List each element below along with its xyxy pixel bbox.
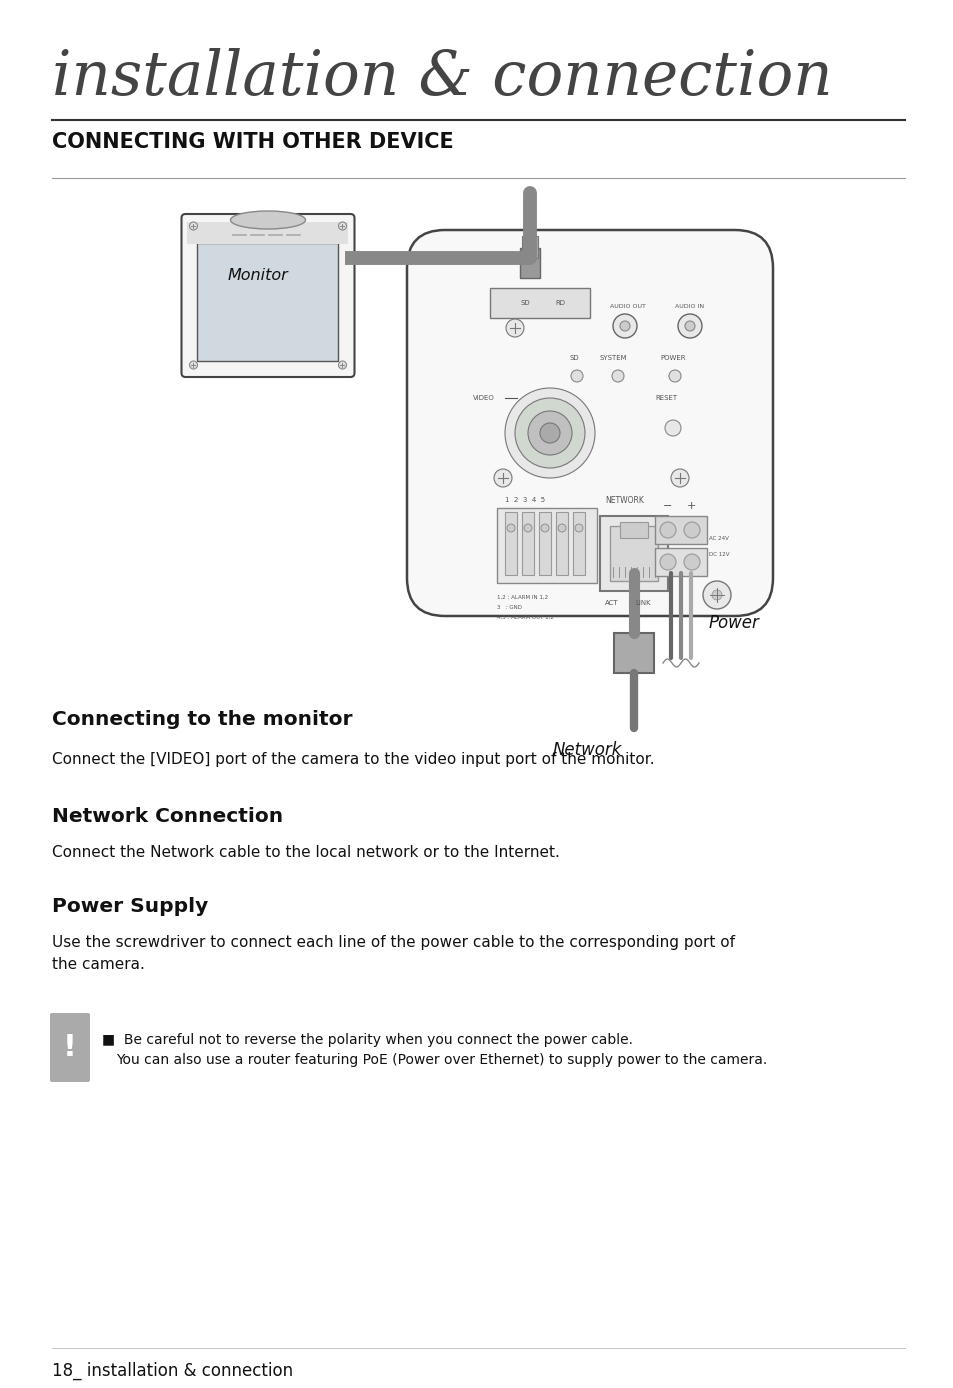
Bar <box>497 508 597 583</box>
Text: VIDEO: VIDEO <box>473 396 495 401</box>
Text: !: ! <box>63 1033 77 1062</box>
Circle shape <box>558 525 565 532</box>
Text: CONNECTING WITH OTHER DEVICE: CONNECTING WITH OTHER DEVICE <box>52 132 454 153</box>
Bar <box>573 512 584 575</box>
Circle shape <box>190 222 197 230</box>
Circle shape <box>338 361 346 369</box>
Bar <box>609 526 658 582</box>
Bar <box>197 243 338 361</box>
Circle shape <box>612 371 623 382</box>
Circle shape <box>540 525 548 532</box>
Circle shape <box>494 469 512 487</box>
Text: RESET: RESET <box>655 396 677 401</box>
Circle shape <box>515 398 584 468</box>
FancyBboxPatch shape <box>407 230 772 616</box>
Bar <box>655 548 706 576</box>
Text: LINK: LINK <box>635 600 650 607</box>
Text: ACT: ACT <box>604 600 618 607</box>
Text: Connect the [​VIDEO​] port of the camera to the video input port of the monitor.: Connect the [​VIDEO​] port of the camera… <box>52 752 654 768</box>
Text: NETWORK: NETWORK <box>604 496 643 504</box>
Text: the camera.: the camera. <box>52 956 145 972</box>
Bar <box>255 214 280 228</box>
Circle shape <box>683 554 700 570</box>
Circle shape <box>527 411 572 455</box>
Text: SD: SD <box>519 300 529 305</box>
Text: 1  2  3  4  5: 1 2 3 4 5 <box>504 497 544 502</box>
Circle shape <box>670 469 688 487</box>
Text: −: − <box>662 501 672 511</box>
Circle shape <box>659 522 676 539</box>
Text: SD: SD <box>569 355 579 361</box>
Bar <box>521 512 534 575</box>
Circle shape <box>539 423 559 443</box>
Text: Use the screwdriver to connect each line of the power cable to the corresponding: Use the screwdriver to connect each line… <box>52 936 734 949</box>
Circle shape <box>190 361 197 369</box>
Bar <box>538 512 551 575</box>
Bar <box>618 522 648 539</box>
Bar <box>521 236 537 258</box>
Circle shape <box>659 554 676 570</box>
Circle shape <box>505 319 523 337</box>
Circle shape <box>506 525 515 532</box>
Circle shape <box>664 421 680 436</box>
Ellipse shape <box>231 211 305 229</box>
Text: 18_ installation & connection: 18_ installation & connection <box>52 1362 293 1380</box>
Text: +: + <box>686 501 696 511</box>
Circle shape <box>684 321 695 330</box>
Text: POWER: POWER <box>659 355 685 361</box>
Circle shape <box>613 314 637 339</box>
Text: ■  Be careful not to reverse the polarity when you connect the power cable.: ■ Be careful not to reverse the polarity… <box>102 1033 633 1047</box>
Circle shape <box>668 371 680 382</box>
Text: You can also use a router featuring PoE (Power over Ethernet) to supply power to: You can also use a router featuring PoE … <box>116 1053 766 1067</box>
Text: Monitor: Monitor <box>228 268 288 283</box>
Text: 1,2 : ALARM IN 1,2: 1,2 : ALARM IN 1,2 <box>497 594 548 600</box>
Bar <box>614 633 654 673</box>
Circle shape <box>504 389 595 477</box>
Circle shape <box>571 371 582 382</box>
Circle shape <box>575 525 582 532</box>
Circle shape <box>711 590 721 600</box>
Circle shape <box>338 222 346 230</box>
Bar <box>188 222 348 244</box>
Bar <box>655 516 706 544</box>
Text: installation & connection: installation & connection <box>52 49 832 108</box>
Circle shape <box>702 582 730 609</box>
FancyBboxPatch shape <box>50 1013 90 1083</box>
Bar <box>599 516 667 591</box>
Bar <box>490 287 589 318</box>
Text: Connecting to the monitor: Connecting to the monitor <box>52 711 352 729</box>
Text: Network Connection: Network Connection <box>52 806 283 826</box>
Text: Power: Power <box>708 613 760 632</box>
Text: Connect the Network cable to the local network or to the Internet.: Connect the Network cable to the local n… <box>52 845 559 861</box>
FancyBboxPatch shape <box>181 214 355 378</box>
Text: Power Supply: Power Supply <box>52 897 208 916</box>
Text: Network: Network <box>552 741 621 759</box>
Circle shape <box>683 522 700 539</box>
Text: RD: RD <box>555 300 564 305</box>
Circle shape <box>523 525 532 532</box>
Text: 4,5 : ALARM OUT 1,2: 4,5 : ALARM OUT 1,2 <box>497 615 554 619</box>
Text: 3   : GND: 3 : GND <box>497 605 521 609</box>
Bar <box>519 248 539 278</box>
Text: SYSTEM: SYSTEM <box>599 355 627 361</box>
Bar <box>504 512 517 575</box>
Text: AC 24V: AC 24V <box>708 536 728 540</box>
Text: AUDIO OUT: AUDIO OUT <box>609 304 645 308</box>
Text: AUDIO IN: AUDIO IN <box>675 304 703 308</box>
Bar <box>556 512 567 575</box>
Text: DC 12V: DC 12V <box>708 551 729 557</box>
Circle shape <box>619 321 629 330</box>
Circle shape <box>678 314 701 339</box>
